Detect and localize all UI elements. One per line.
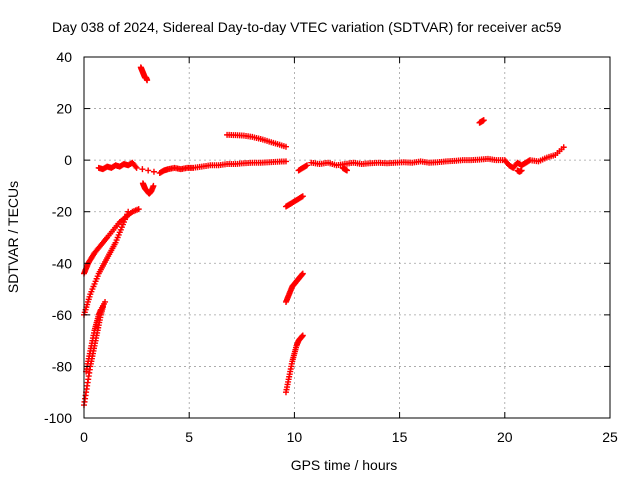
y-axis-label: SDTVAR / TECUs — [5, 181, 21, 293]
y-tick-label: -60 — [52, 307, 72, 323]
series-main-near-zero — [95, 158, 289, 177]
y-tick-label: -20 — [52, 204, 72, 220]
y-tick-label: 0 — [64, 152, 72, 168]
data-point — [299, 270, 306, 277]
y-tick-label: 40 — [56, 49, 72, 65]
data-point — [299, 193, 306, 200]
series-cluster-3h-low — [139, 180, 157, 197]
data-point — [144, 77, 151, 84]
data-point — [150, 182, 157, 189]
x-tick-label: 20 — [497, 429, 513, 445]
data-point — [133, 164, 140, 171]
y-axis-ticks: -100 -80 -60 -40 -20 0 20 40 — [44, 49, 610, 426]
y-tick-label: -40 — [52, 255, 72, 271]
x-tick-label: 0 — [80, 429, 88, 445]
data-point — [132, 163, 139, 170]
series-mid-10h-upper — [282, 193, 306, 210]
series-right-side — [308, 144, 567, 171]
y-tick-label: -80 — [52, 358, 72, 374]
data-point — [282, 158, 289, 165]
data-point — [103, 235, 110, 242]
data-point — [480, 117, 487, 124]
series-drop-10h — [282, 332, 306, 396]
data-point — [135, 206, 142, 213]
data-point — [344, 167, 350, 174]
data-point — [282, 143, 289, 150]
x-axis-label: GPS time / hours — [291, 457, 398, 473]
series-isolated-19h — [476, 117, 487, 126]
x-tick-label: 15 — [392, 429, 408, 445]
y-tick-label: 20 — [56, 101, 72, 117]
chart-title: Day 038 of 2024, Sidereal Day-to-day VTE… — [52, 19, 562, 35]
data-point — [299, 332, 306, 339]
series-steep-track-c — [81, 304, 106, 409]
y-tick-label: -100 — [44, 410, 72, 426]
x-axis-ticks: 0 5 10 15 20 25 — [80, 57, 618, 445]
data-point — [304, 162, 311, 169]
series-cluster-3h — [137, 64, 151, 84]
data-point — [518, 167, 525, 174]
series-steep-track-b — [81, 208, 132, 318]
data-point — [150, 168, 157, 175]
series-steep-track-a — [81, 206, 142, 277]
data-point — [145, 167, 152, 174]
series-mid-10h — [282, 270, 306, 305]
series-steep-track-d — [83, 298, 109, 375]
data-point — [139, 166, 146, 173]
x-tick-label: 10 — [287, 429, 303, 445]
series-right-dip — [514, 167, 525, 175]
plot-frame — [83, 56, 611, 419]
series-near-zero-10h — [295, 162, 311, 174]
data-point — [125, 208, 132, 215]
x-tick-label: 5 — [185, 429, 193, 445]
grid — [84, 57, 610, 418]
x-tick-label: 25 — [602, 429, 618, 445]
data-point — [560, 144, 567, 151]
data-points — [81, 64, 567, 409]
series-arc-9-10 — [224, 131, 289, 150]
data-point — [102, 298, 109, 305]
series-dip-12h — [339, 164, 350, 174]
